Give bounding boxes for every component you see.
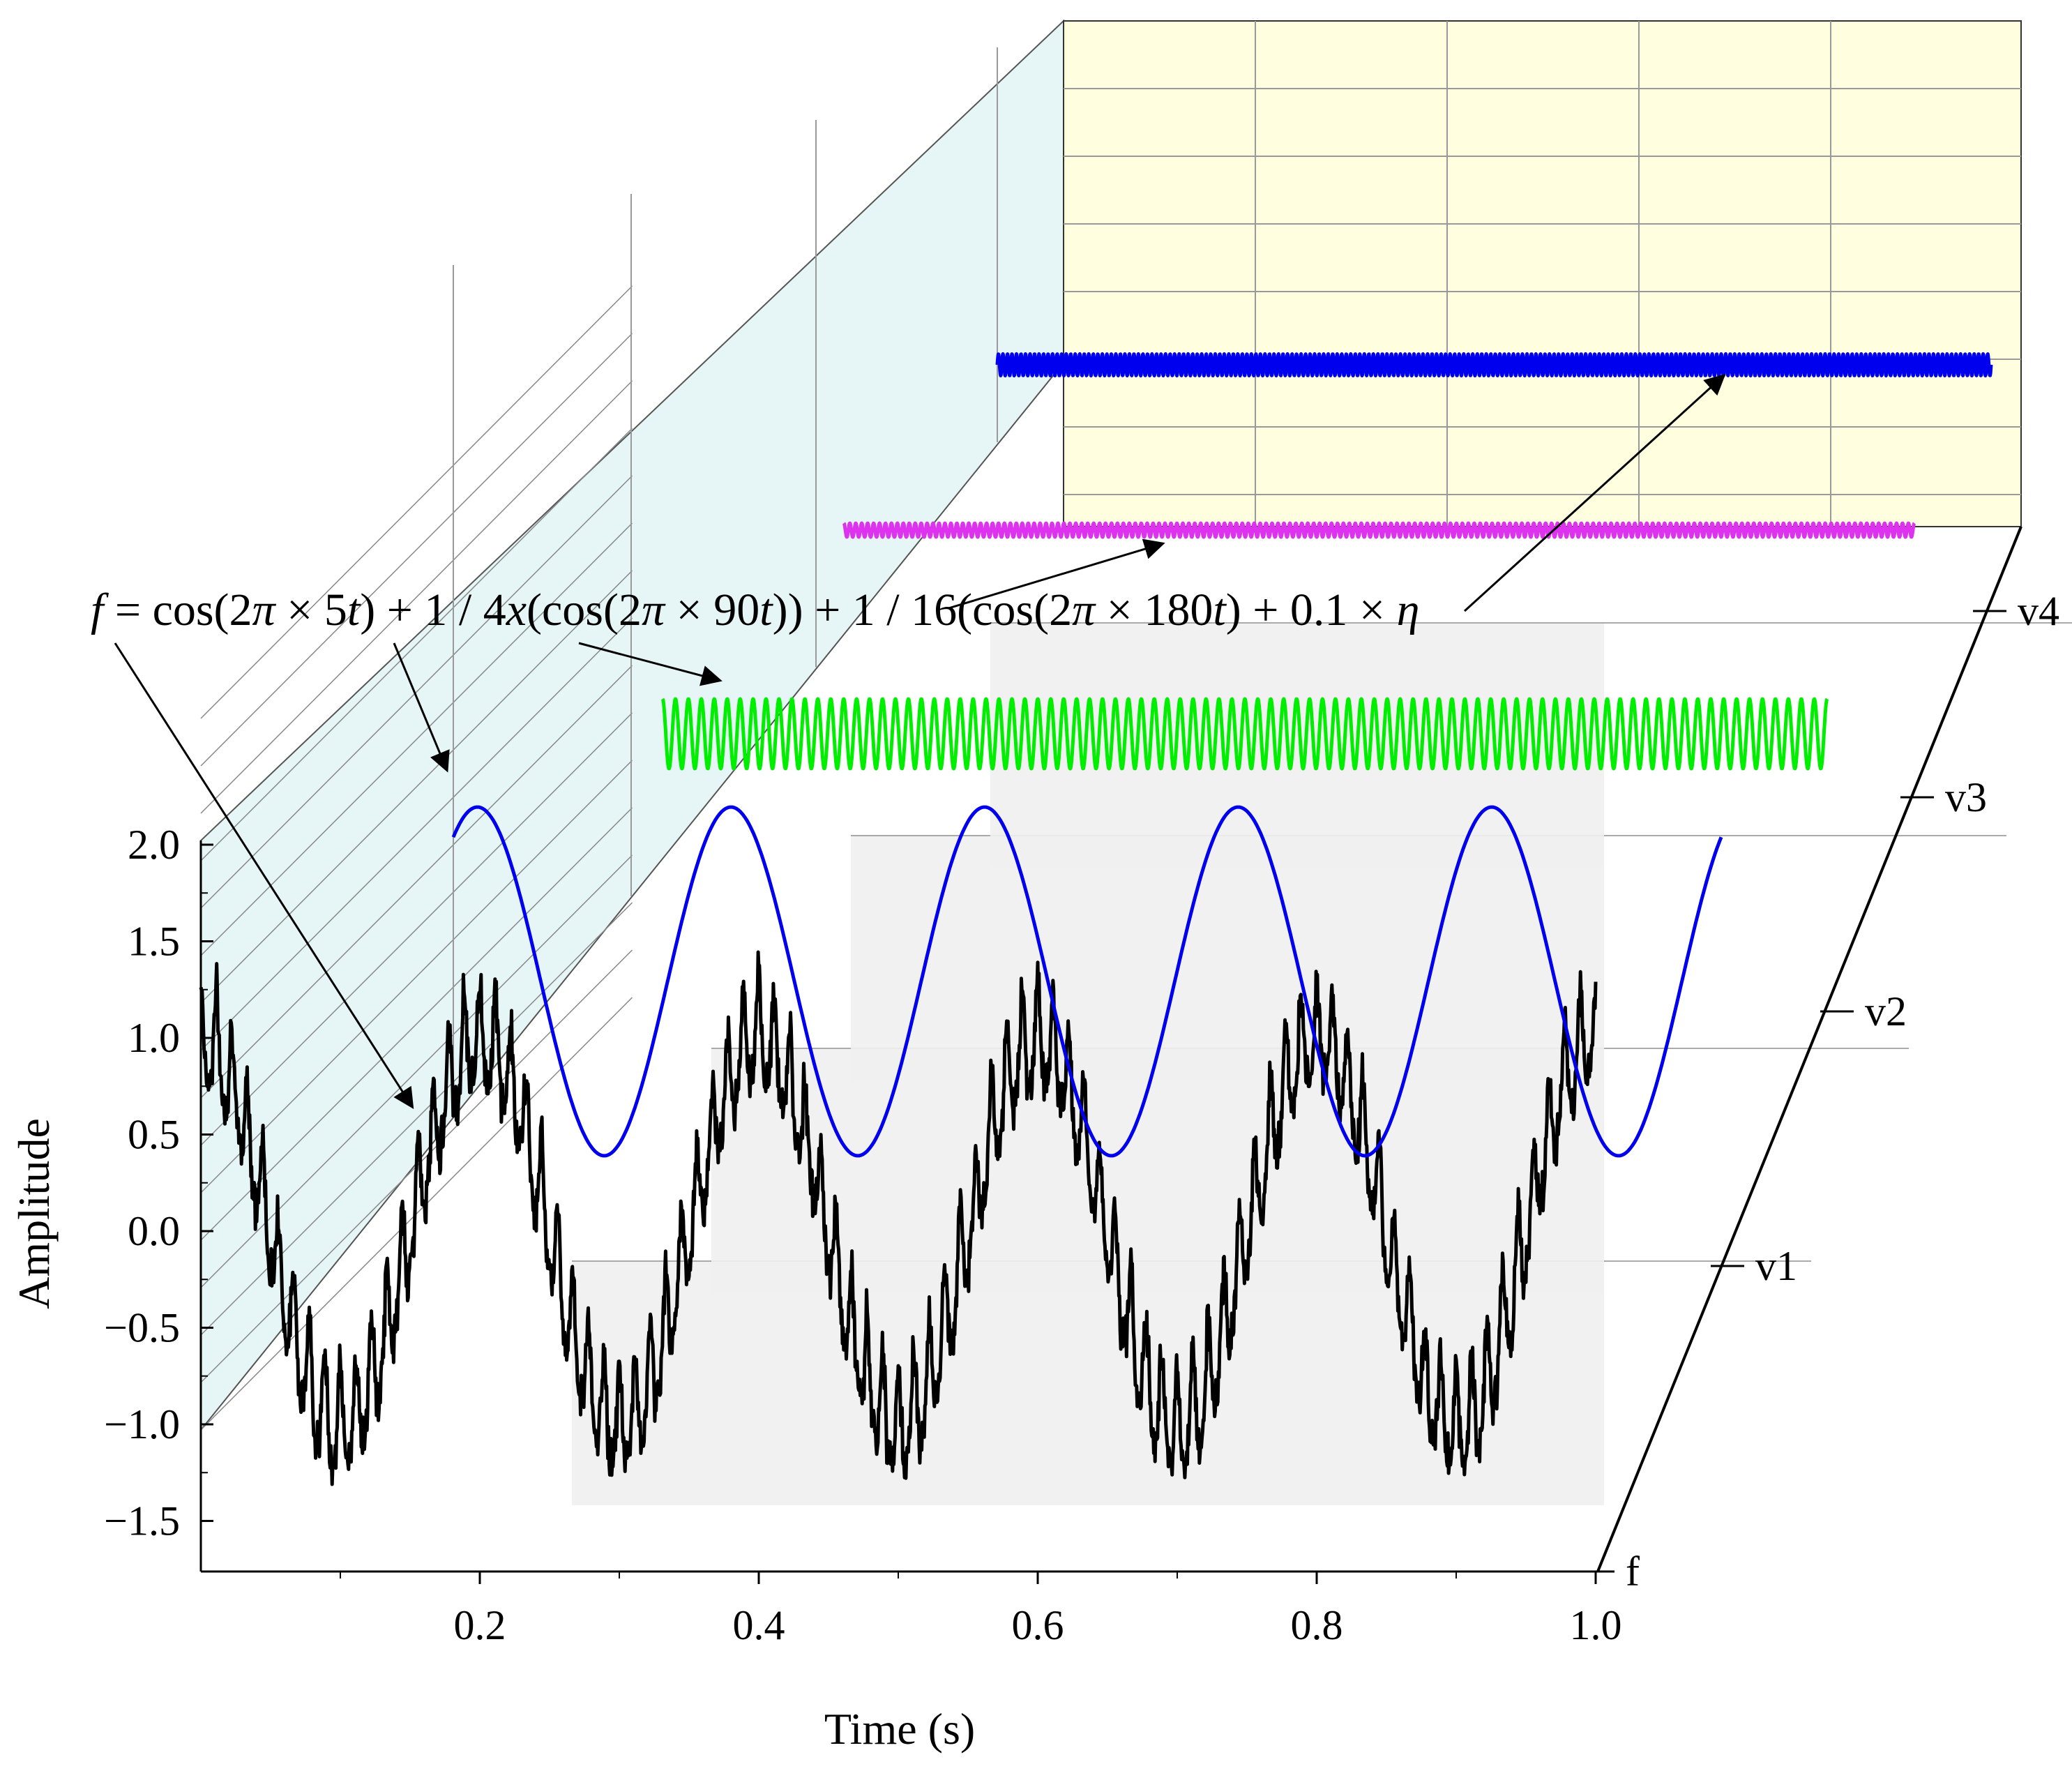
wall-hatch xyxy=(200,428,633,861)
equation-part: x xyxy=(506,585,527,635)
depth-axis-title: f xyxy=(1626,1548,1640,1595)
series-line-f xyxy=(199,950,1598,1486)
depth-tick-label: v3 xyxy=(1945,774,1987,820)
y-tick-label: 0.0 xyxy=(128,1208,180,1254)
depth-tick-label: v4 xyxy=(2018,588,2059,634)
equation-part: × 5 xyxy=(275,585,347,635)
x-tick-label: 0.8 xyxy=(1291,1602,1343,1648)
wall-hatch xyxy=(200,285,633,719)
annotation-arrow xyxy=(1463,373,1726,612)
series-line-v2 xyxy=(660,697,1829,771)
chart-series xyxy=(199,352,1993,1486)
annotation-arrow xyxy=(948,538,1165,610)
depth-tick-label: v1 xyxy=(1755,1243,1797,1289)
y-tick-label: 1.0 xyxy=(128,1015,180,1061)
wall-hatch xyxy=(200,854,633,1288)
x-tick-label: 0.6 xyxy=(1012,1602,1064,1648)
equation-part: = cos(2 xyxy=(103,585,252,635)
x-tick-label: 1.0 xyxy=(1570,1602,1622,1648)
y-tick-label: −1.0 xyxy=(104,1401,180,1447)
annotation-arrow xyxy=(393,642,450,773)
equation-part: η xyxy=(1397,585,1420,635)
y-tick-label: −1.5 xyxy=(104,1498,180,1544)
wall-hatch xyxy=(200,380,633,814)
depth-tick-label: v2 xyxy=(1865,988,1907,1034)
wall-hatch xyxy=(200,665,633,1099)
y-tick-label: 2.0 xyxy=(128,822,180,868)
floor-step xyxy=(572,1261,1604,1505)
x-axis-title: Time (s) xyxy=(824,1704,975,1754)
y-tick-label: −0.5 xyxy=(104,1305,180,1351)
equation-part: t xyxy=(1213,585,1227,635)
equation-part: (cos(2 xyxy=(527,585,642,635)
y-tick-label: 0.5 xyxy=(128,1112,180,1158)
wall-hatch xyxy=(200,522,633,956)
equation-part: t xyxy=(347,585,361,635)
equation-part: ) + 0.1 × xyxy=(1226,585,1397,635)
wall-hatch xyxy=(200,617,633,1051)
annotation-arrows xyxy=(114,373,1726,1110)
equation-part: × 180 xyxy=(1095,585,1213,635)
floor-step xyxy=(851,836,1604,1080)
equation-part: π xyxy=(252,585,277,635)
x-tick-label: 0.2 xyxy=(454,1602,506,1648)
chart-axes: 2.0 1.5 1.0 0.5 0.0 −0.5 −1.0 −1.5 0.2 0.4 0.6 0.8 1… xyxy=(9,526,2059,1754)
annotation-arrow xyxy=(114,642,414,1110)
floor-step xyxy=(711,1048,1604,1293)
back-wall xyxy=(1063,20,2022,527)
wall-hatch xyxy=(200,807,633,1241)
series-line-v1 xyxy=(451,805,1723,1158)
wall-hatch xyxy=(200,333,633,767)
equation-annotation: f = cos(2π × 5t) + 1 / 4x(cos(2π × 90t))… xyxy=(91,585,1419,635)
wall-hatch xyxy=(200,712,633,1146)
chart-walls xyxy=(200,19,2022,1432)
equation-part: t xyxy=(759,585,773,635)
depth-axis-line xyxy=(1596,526,2022,1572)
y-tick-label: 1.5 xyxy=(128,919,180,965)
wall-hatch xyxy=(200,570,633,1004)
wall-hatch xyxy=(200,475,633,909)
equation-part: π xyxy=(1072,585,1096,635)
equation-part: × 90 xyxy=(665,585,759,635)
x-tick-label: 0.4 xyxy=(733,1602,785,1648)
series-line-v4 xyxy=(995,352,1993,378)
equation-part: ) + 1 / 4 xyxy=(360,585,506,635)
equation-part: )) + 1 / 16(cos(2 xyxy=(773,585,1072,635)
annotation-arrow xyxy=(578,642,723,686)
equation-part: π xyxy=(642,585,666,635)
wall-hatch xyxy=(200,760,633,1193)
y-axis-title: Amplitude xyxy=(9,1118,59,1309)
series-line-v3 xyxy=(842,521,1916,539)
chart-floor xyxy=(572,622,2072,1505)
